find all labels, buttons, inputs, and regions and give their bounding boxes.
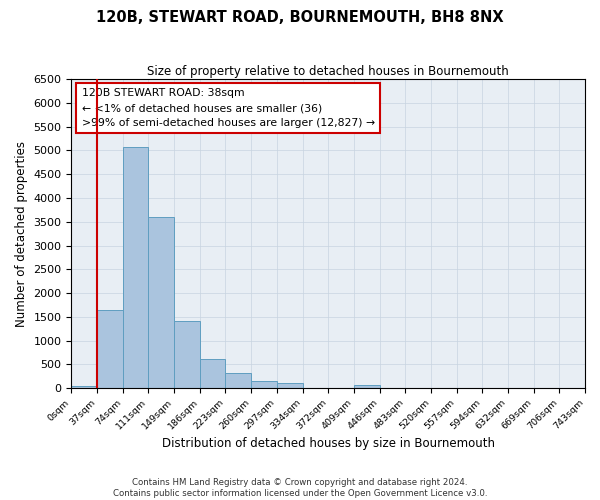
Bar bbox=[148, 217, 174, 388]
Bar bbox=[174, 320, 200, 388]
Y-axis label: Number of detached properties: Number of detached properties bbox=[15, 140, 28, 326]
Bar bbox=[123, 146, 148, 388]
Bar bbox=[226, 374, 251, 388]
Text: Contains HM Land Registry data © Crown copyright and database right 2024.
Contai: Contains HM Land Registry data © Crown c… bbox=[113, 478, 487, 498]
Bar bbox=[251, 381, 277, 388]
X-axis label: Distribution of detached houses by size in Bournemouth: Distribution of detached houses by size … bbox=[162, 437, 495, 450]
Bar bbox=[354, 385, 380, 388]
Bar bbox=[277, 384, 302, 388]
Bar bbox=[97, 310, 123, 388]
Bar bbox=[200, 358, 226, 388]
Title: Size of property relative to detached houses in Bournemouth: Size of property relative to detached ho… bbox=[148, 65, 509, 78]
Text: 120B, STEWART ROAD, BOURNEMOUTH, BH8 8NX: 120B, STEWART ROAD, BOURNEMOUTH, BH8 8NX bbox=[96, 10, 504, 25]
Text: 120B STEWART ROAD: 38sqm
← <1% of detached houses are smaller (36)
>99% of semi-: 120B STEWART ROAD: 38sqm ← <1% of detach… bbox=[82, 88, 375, 128]
Bar bbox=[71, 386, 97, 388]
